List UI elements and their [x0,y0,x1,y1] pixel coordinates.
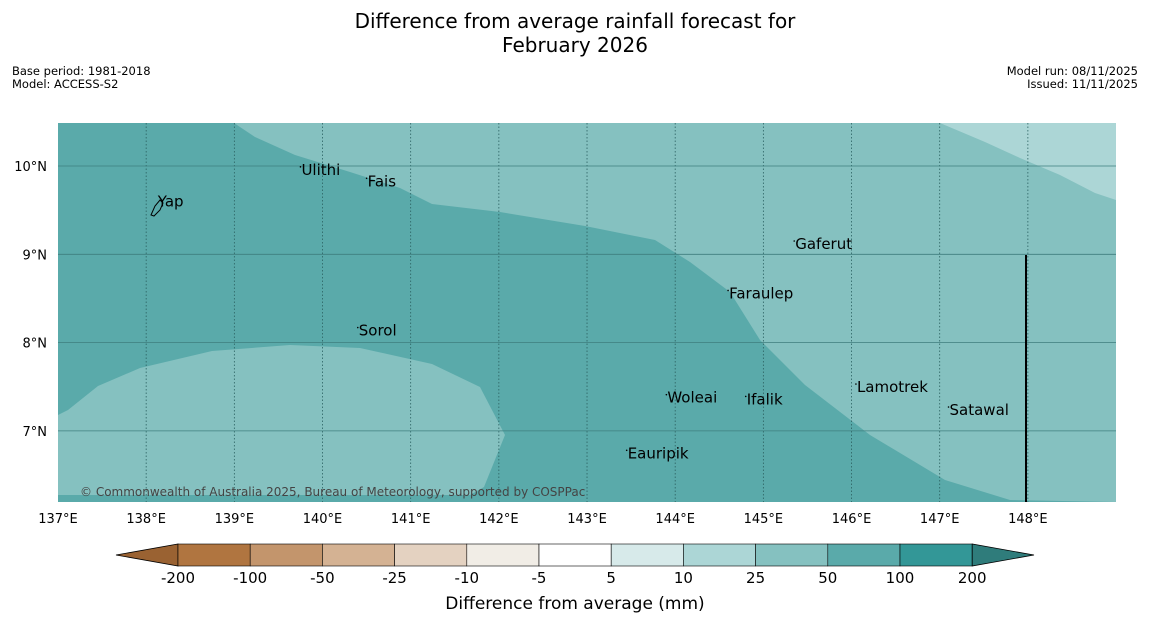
island-marker [356,326,359,329]
longitude-tick-label: 145°E [744,512,784,527]
island-marker [625,449,628,452]
colorbar-swatch [610,543,684,567]
island-marker [299,166,302,168]
island-marker [727,289,729,292]
map-title: Difference from average rainfall forecas… [0,9,1150,57]
longitude-tick-label: 140°E [303,512,343,527]
colorbar-swatch [899,543,973,567]
colorbar-high-extend [971,543,1035,567]
longitude-tick-label: 142°E [479,512,519,527]
colorbar-low-extend [115,543,179,567]
place-label: Lamotrek [857,378,928,396]
place-label: Satawal [950,401,1009,419]
colorbar-swatch [466,543,540,567]
colorbar-label: 100 [885,569,915,587]
place-labels: Ulithi Fais Yap Gaferut Faraulep Sorol Lamotre… [157,161,1009,462]
longitude-tick-label: 137°E [38,512,78,527]
colorbar-swatch [755,543,829,567]
colorbar-swatch [249,543,323,567]
colorbar-title: Difference from average (mm) [445,594,705,614]
region-25-to-50mm-northeast [234,123,1116,502]
place-label: Gaferut [795,235,852,253]
island-marker [665,393,668,396]
colorbar-label: 200 [957,569,987,587]
colorbar-swatch [394,543,468,567]
colorbar-label: 50 [818,569,838,587]
colorbar-label: -100 [233,569,268,587]
metadata-right: Model run: 08/11/2025 Issued: 11/11/2025 [1007,65,1138,91]
yap-island [150,199,164,217]
colorbar-swatch [177,543,251,567]
longitude-tick-label: 139°E [215,512,255,527]
latitude-tick-label: 9°N [23,248,48,263]
colorbar-swatch [827,543,901,567]
island-marker [947,406,950,408]
latitude-tick-label: 7°N [23,425,48,440]
place-label: Ifalik [747,390,783,408]
colorbar-swatch [538,543,612,567]
region-25-to-50mm-southwest [58,345,505,495]
title-line-1: Difference from average rainfall forecas… [354,9,796,33]
place-label: Yap [157,193,184,211]
metadata-left: Base period: 1981-2018 Model: ACCESS-S2 [12,65,151,91]
title-line-2: February 2026 [502,33,648,57]
copyright-notice: © Commonwealth of Australia 2025, Bureau… [80,485,585,499]
island-marker [365,177,368,180]
longitude-tick-label: 148°E [1008,512,1048,527]
colorbar-label: 25 [746,569,766,587]
place-label: Faraulep [729,284,793,302]
longitude-tick-label: 146°E [832,512,872,527]
longitude-tick-label: 147°E [920,512,960,527]
base-period: Base period: 1981-2018 [12,64,151,78]
colorbar-label: 10 [673,569,693,587]
colorbar-label: -25 [382,569,407,587]
colorbar-label: 5 [606,569,616,587]
model-name: Model: ACCESS-S2 [12,77,119,91]
longitude-tick-label: 138°E [126,512,166,527]
latitude-tick-label: 8°N [23,337,48,352]
issued-date: Issued: 11/11/2025 [1027,77,1138,91]
model-run: Model run: 08/11/2025 [1006,64,1138,78]
colorbar-label: -10 [454,569,480,587]
colorbar-swatch [683,543,756,567]
region-10-to-25mm-corner [940,123,1116,200]
longitude-tick-label: 143°E [567,512,607,527]
place-label: Fais [368,172,397,190]
axis-ticks: 137°E 138°E 139°E 140°E 141°E 142°E 143°E 144°E… [14,160,1047,527]
place-label: Eauripik [628,444,689,462]
island-marker [744,395,747,398]
place-label: Woleai [667,389,717,407]
place-label: Sorol [359,322,397,340]
colorbar [115,543,1035,567]
colorbar-label: -200 [160,569,196,587]
colorbar-label: -50 [310,569,335,587]
colorbar-label: -5 [531,569,547,587]
place-label: Ulithi [301,161,340,179]
island-marker [855,383,857,385]
island-marker [793,240,796,242]
longitude-tick-label: 141°E [391,512,431,527]
graticule [58,123,1116,502]
latitude-tick-label: 10°N [14,160,47,175]
longitude-tick-label: 144°E [655,512,695,527]
colorbar-swatch [322,543,395,567]
